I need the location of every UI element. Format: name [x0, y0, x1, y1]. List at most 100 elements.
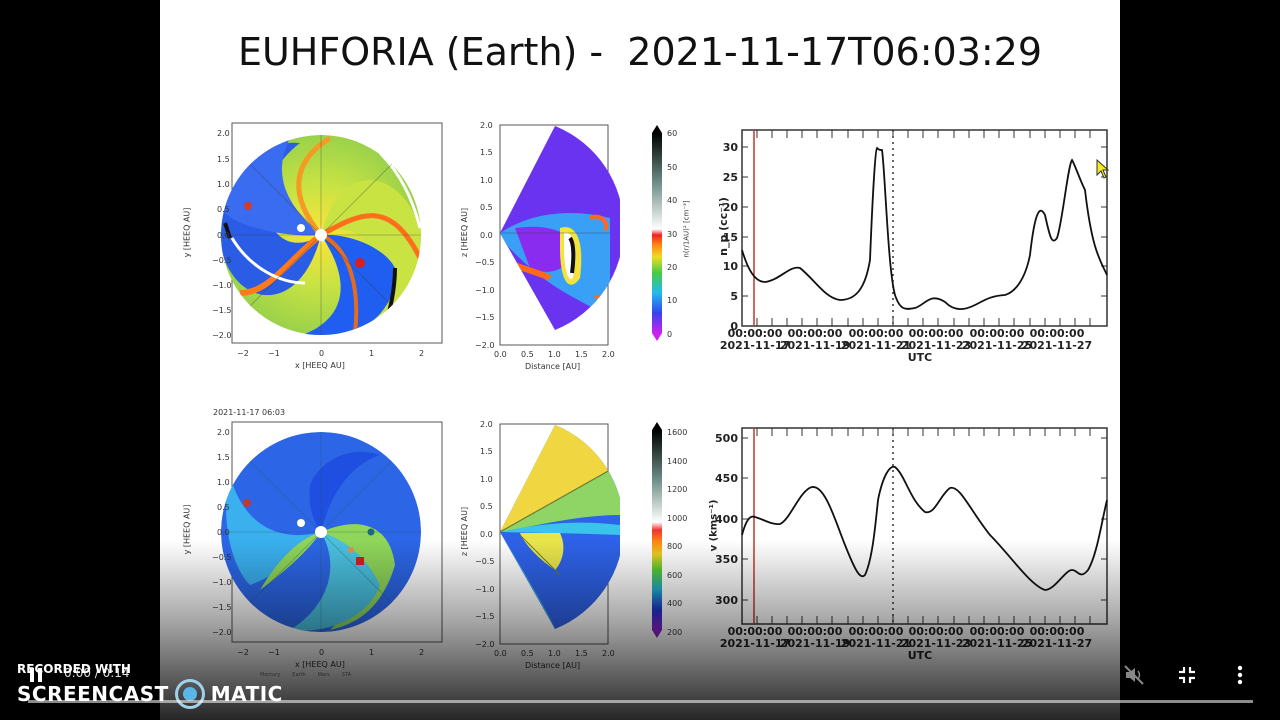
x-axis-label: Distance [AU] — [525, 362, 581, 371]
y-axis-label: n_p (cc⁻¹) — [716, 197, 730, 256]
video-progress-bar[interactable] — [28, 700, 1253, 703]
svg-text:2.0: 2.0 — [602, 350, 615, 359]
svg-text:0.5: 0.5 — [480, 502, 493, 511]
density-timeseries-chart: 0 5 10 15 20 25 30 n_p (cc⁻¹) 00:00:00 2021-11-… — [700, 120, 1120, 370]
svg-text:0.5: 0.5 — [217, 205, 230, 214]
screencast-logo-icon — [174, 679, 205, 709]
svg-text:400: 400 — [715, 513, 738, 526]
x-tick-1: 00:00:00 2021-11-17 — [719, 327, 791, 352]
svg-text:50: 50 — [667, 163, 677, 172]
watermark-recorded-with: RECORDED WITH — [17, 662, 131, 676]
svg-text:−1.5: −1.5 — [212, 603, 231, 612]
x-tick-2: 00:00:00 2021-11-19 — [779, 327, 851, 352]
svg-text:10: 10 — [667, 296, 677, 305]
slide-title: EUHFORIA (Earth) - 2021-11-17T06:03:29 — [237, 30, 1043, 74]
svg-text:−1.0: −1.0 — [475, 585, 494, 594]
svg-text:25: 25 — [723, 171, 738, 184]
slide: EUHFORIA (Earth) - 2021-11-17T06:03:29 — [160, 0, 1120, 720]
svg-text:1.0: 1.0 — [480, 475, 493, 484]
density-line-chart: 0 5 10 15 20 25 30 — [723, 129, 1108, 333]
svg-text:30: 30 — [723, 141, 739, 154]
svg-text:1400: 1400 — [667, 457, 687, 466]
svg-text:−0.5: −0.5 — [475, 258, 494, 267]
svg-text:1200: 1200 — [667, 485, 687, 494]
svg-text:0.5: 0.5 — [217, 503, 230, 512]
svg-text:−2.0: −2.0 — [212, 628, 231, 637]
svg-text:−1: −1 — [268, 349, 280, 358]
exit-fullscreen-icon[interactable] — [1173, 661, 1201, 689]
svg-text:0.0: 0.0 — [480, 530, 493, 539]
svg-text:0: 0 — [319, 349, 324, 358]
svg-text:30: 30 — [667, 230, 677, 239]
svg-text:1.0: 1.0 — [217, 478, 230, 487]
x-axis-label: x [HEEQ AU] — [295, 361, 345, 370]
more-options-icon[interactable] — [1226, 661, 1254, 689]
svg-text:300: 300 — [715, 594, 738, 607]
density-colorbar-gradient: 60 50 40 30 20 10 0 — [652, 125, 677, 341]
svg-text:−1.0: −1.0 — [212, 578, 231, 587]
svg-text:5: 5 — [730, 290, 738, 303]
mute-icon[interactable] — [1120, 661, 1148, 689]
svg-text:0.0: 0.0 — [480, 231, 493, 240]
svg-text:1000: 1000 — [667, 514, 687, 523]
svg-text:0.0: 0.0 — [494, 350, 507, 359]
svg-text:0.0: 0.0 — [217, 528, 230, 537]
svg-text:450: 450 — [715, 472, 738, 485]
svg-text:0.5: 0.5 — [480, 203, 493, 212]
svg-text:−0.5: −0.5 — [475, 557, 494, 566]
density-equatorial-plot: 2.0 1.5 1.0 0.5 0.0 −0.5 −1.0 −1.5 −2.0 −2 −1 0 1 2 … — [180, 118, 460, 378]
svg-text:−2: −2 — [237, 349, 249, 358]
svg-text:400: 400 — [667, 599, 682, 608]
x-tick-6: 00:00:00 2021-11-27 — [1021, 327, 1093, 352]
y-axis-label: v (kms⁻¹) — [708, 499, 720, 552]
svg-text:2.0: 2.0 — [480, 121, 493, 130]
svg-text:800: 800 — [667, 542, 682, 551]
colorbar-label: n(r/1AU)² [cm⁻³] — [682, 200, 691, 258]
pause-icon[interactable] — [30, 668, 44, 682]
svg-text:1.0: 1.0 — [548, 350, 561, 359]
x-tick-5: 00:00:00 2021-11-25 — [961, 327, 1033, 352]
speed-meridional-map: 2.01.51.00.50.0−0.5−1.0−1.5−2.0 0.0 0.5 1.… — [475, 420, 620, 658]
svg-text:15: 15 — [723, 231, 738, 244]
x-axis-label: UTC — [907, 351, 933, 364]
density-colorbar: 60 50 40 30 20 10 0 n(r/1AU)² [cm⁻³] — [650, 125, 710, 345]
density-equatorial-map: 2.0 1.5 1.0 0.5 0.0 −0.5 −1.0 −1.5 −2.0 −2 −1 0 1 2 — [212, 122, 443, 358]
svg-text:−0.5: −0.5 — [212, 553, 231, 562]
svg-text:2: 2 — [419, 349, 424, 358]
svg-text:1.5: 1.5 — [480, 447, 493, 456]
svg-text:0.5: 0.5 — [521, 350, 534, 359]
svg-text:1.5: 1.5 — [217, 453, 230, 462]
x-tick-4: 00:00:00 2021-11-23 — [900, 327, 972, 352]
svg-text:1.5: 1.5 — [217, 155, 230, 164]
speed-meridional-plot: 2.0 1.5 1.0 0.5 0.0 −0.5 −1.0 −1.5 −2.0 0.0 0.5 1.… — [460, 415, 630, 675]
svg-text:1.0: 1.0 — [480, 176, 493, 185]
svg-text:0.0: 0.0 — [217, 231, 230, 240]
svg-text:200: 200 — [667, 628, 682, 637]
mouse-cursor-icon — [1096, 159, 1110, 179]
svg-text:20: 20 — [667, 263, 677, 272]
svg-text:−1.5: −1.5 — [212, 306, 231, 315]
svg-text:1.0: 1.0 — [217, 180, 230, 189]
density-meridional-map: 2.0 1.5 1.0 0.5 0.0 −0.5 −1.0 −1.5 −2.0 0.0 0.5 1.… — [475, 121, 620, 359]
svg-text:1.5: 1.5 — [575, 350, 588, 359]
svg-text:2.0: 2.0 — [480, 420, 493, 429]
svg-text:2.0: 2.0 — [217, 129, 230, 138]
svg-text:1.5: 1.5 — [480, 148, 493, 157]
y-axis-label: z [HEEQ AU] — [460, 506, 470, 557]
svg-text:600: 600 — [667, 571, 682, 580]
svg-text:10: 10 — [723, 260, 739, 273]
svg-text:40: 40 — [667, 196, 677, 205]
speed-timeseries-chart: 300 350 400 450 500 v (kms⁻¹) 00:00:00 2021-1… — [700, 420, 1120, 670]
snapshot-timestamp: 2021-11-17 06:03 — [213, 408, 286, 417]
density-meridional-plot: 2.0 1.5 1.0 0.5 0.0 −0.5 −1.0 −1.5 −2.0 0.0 0.5 1.… — [460, 118, 630, 378]
svg-text:−1.0: −1.0 — [475, 286, 494, 295]
y-axis-label: z [HEEQ AU] — [460, 207, 470, 258]
svg-text:60: 60 — [667, 129, 677, 138]
y-axis-label: y [HEEQ AU] — [182, 207, 192, 258]
svg-text:−2.0: −2.0 — [212, 331, 231, 340]
svg-text:1: 1 — [369, 349, 374, 358]
svg-text:1600: 1600 — [667, 428, 687, 437]
svg-text:−0.5: −0.5 — [212, 256, 231, 265]
screencast-o-matic-watermark: SCREENCAST MATIC — [17, 679, 283, 709]
svg-text:−1.5: −1.5 — [475, 313, 494, 322]
